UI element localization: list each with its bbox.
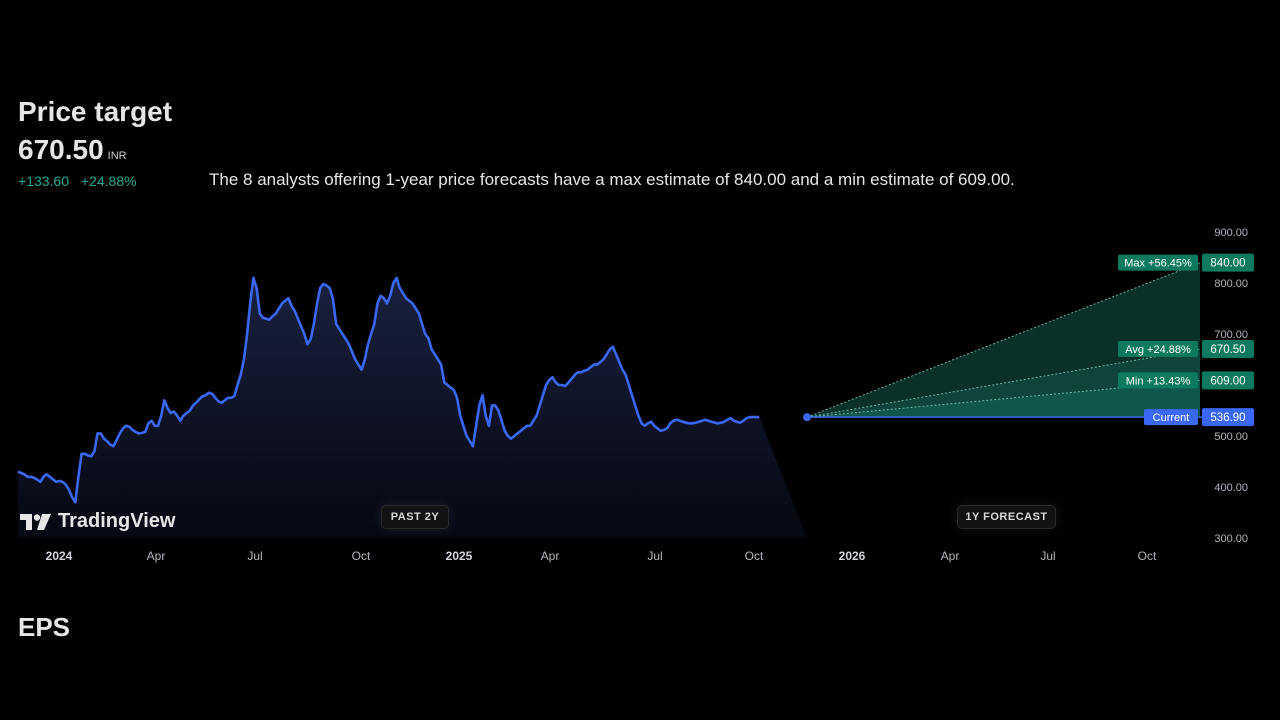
- currency-label: INR: [107, 150, 127, 162]
- forecast-1y-pill[interactable]: 1Y FORECAST: [957, 505, 1056, 529]
- x-tick-label: Oct: [352, 549, 371, 563]
- price-target-value: 670.50: [18, 134, 104, 165]
- logo-text: TradingView: [58, 510, 176, 532]
- history-price-line[interactable]: [17, 276, 760, 504]
- price-row: 670.50 INR: [18, 134, 127, 166]
- x-tick-label: 2025: [446, 549, 473, 563]
- past-2y-pill[interactable]: PAST 2Y: [381, 505, 449, 529]
- page-title: Price target: [18, 96, 173, 127]
- change-percent: +24.88%: [80, 173, 137, 189]
- y-tick-label: 500.00: [1214, 431, 1248, 443]
- forecast-value-box-min: [1202, 371, 1254, 390]
- y-tick-label: 800.00: [1214, 278, 1248, 290]
- forecast-value-box-max: [1202, 253, 1254, 272]
- tradingview-logo[interactable]: TradingView: [20, 510, 175, 533]
- y-tick-label: 700.00: [1214, 329, 1248, 341]
- x-tick-label: Jul: [247, 549, 262, 563]
- forecast-tag-current: [1144, 409, 1198, 426]
- x-tick-label: Apr: [147, 549, 166, 563]
- forecast-tag-min: [1118, 372, 1198, 389]
- forecast-tag-max: [1118, 254, 1198, 271]
- forecast-value-max: 840.00: [1210, 258, 1245, 270]
- x-tick-label: Jul: [1040, 549, 1055, 563]
- forecast-tag-text-max: Max +56.45%: [1124, 258, 1192, 270]
- x-tick-label: 2024: [46, 549, 73, 563]
- y-tick-label: 900.00: [1214, 227, 1248, 239]
- x-tick-label: Apr: [941, 549, 960, 563]
- x-tick-label: Jul: [647, 549, 662, 563]
- forecast-value-box-current: [1202, 408, 1254, 427]
- forecast-tag-text-avg: Avg +24.88%: [1125, 344, 1191, 356]
- forecast-line-avg: [806, 348, 1201, 418]
- x-tick-label: Oct: [1138, 549, 1157, 563]
- forecast-tag-text-current: Current: [1153, 412, 1190, 424]
- forecast-value-box-avg: [1202, 340, 1254, 359]
- eps-section-title: EPS: [18, 612, 71, 642]
- tradingview-logo-icon: [20, 513, 51, 530]
- change-absolute: +133.60: [18, 173, 69, 189]
- forecast-value-min: 609.00: [1210, 375, 1245, 387]
- forecast-value-avg: 670.50: [1210, 344, 1245, 356]
- price-target-chart[interactable]: 300.00 400.00 500.00 700.00 800.00 900.00 2024…: [0, 215, 1280, 565]
- x-tick-label: Oct: [745, 549, 764, 563]
- y-tick-label: 400.00: [1214, 482, 1248, 494]
- forecast-tag-text-min: Min +13.43%: [1126, 375, 1191, 387]
- x-tick-label: Apr: [541, 549, 560, 563]
- current-price-dot[interactable]: [803, 413, 811, 422]
- x-tick-label: 2026: [839, 549, 866, 563]
- forecast-value-current: 536.90: [1210, 412, 1245, 424]
- forecast-tag-avg: [1118, 341, 1198, 358]
- price-change: +133.60 +24.88%: [18, 173, 145, 189]
- analyst-description: The 8 analysts offering 1-year price for…: [209, 170, 1015, 189]
- forecast-band-avg: [807, 349, 1200, 418]
- history-area-fill: [18, 277, 807, 538]
- y-tick-label: 300.00: [1214, 533, 1248, 545]
